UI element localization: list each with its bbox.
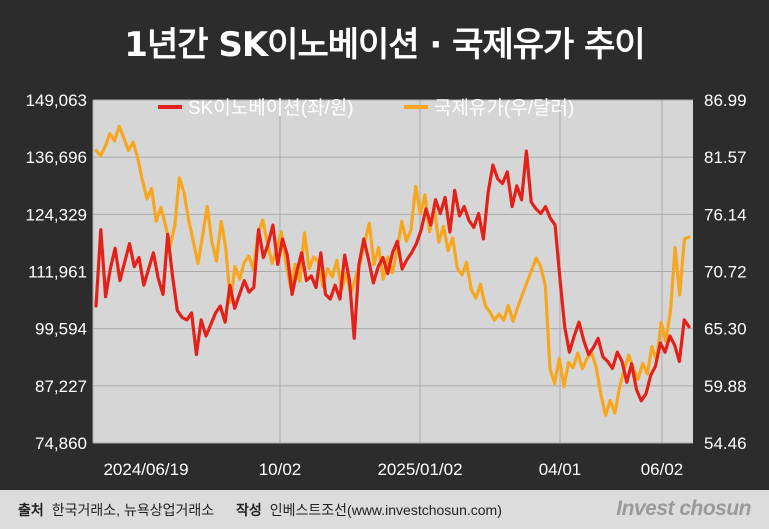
- left-tick-label: 136,696: [26, 148, 87, 167]
- left-tick-label: 87,227: [35, 377, 87, 396]
- brand-logo: Invest chosun: [616, 497, 751, 520]
- x-tick-label: 2025/01/02: [377, 460, 462, 479]
- x-tick-label: 10/02: [259, 460, 302, 479]
- left-axis-ticks: 149,063 136,696 124,329 111,961 99,594 87,227…: [26, 91, 87, 453]
- x-tick-label: 06/02: [641, 460, 684, 479]
- right-tick-label: 76.14: [704, 205, 747, 224]
- right-tick-label: 65.30: [704, 320, 747, 339]
- left-tick-label: 124,329: [26, 205, 87, 224]
- legend-label-sk: SK이노베이션(좌/원): [188, 97, 354, 119]
- left-tick-label: 99,594: [35, 320, 87, 339]
- source-note: 출처 한국거래소, 뉴욕상업거래소 작성 인베스트조선(www.investchos…: [18, 500, 502, 520]
- author-text: 인베스트조선(www.investchosun.com): [269, 502, 502, 518]
- series-lines: [94, 124, 691, 417]
- legend-label-oil: 국제유가(우/달러): [434, 97, 574, 119]
- x-tick-label: 04/01: [539, 460, 582, 479]
- left-tick-label: 74,860: [35, 434, 87, 453]
- right-tick-label: 86.99: [704, 91, 747, 110]
- right-tick-label: 81.57: [704, 148, 747, 167]
- right-axis-ticks: 86.99 81.57 76.14 70.72 65.30 59.88 54.46: [704, 91, 747, 453]
- chart-title: 1년간 SK이노베이션 · 국제유가 추이: [124, 24, 645, 65]
- source-label: 출처: [18, 502, 44, 518]
- x-axis-ticks: 2024/06/19 10/02 2025/01/02 04/01 06/02: [103, 460, 683, 479]
- footer: 출처 한국거래소, 뉴욕상업거래소 작성 인베스트조선(www.investchos…: [0, 490, 769, 529]
- source-text: 한국거래소, 뉴욕상업거래소: [51, 502, 215, 518]
- left-tick-label: 111,961: [28, 263, 87, 282]
- x-tick-label: 2024/06/19: [103, 460, 188, 479]
- right-tick-label: 70.72: [704, 263, 747, 282]
- left-tick-label: 149,063: [26, 91, 87, 110]
- legend: SK이노베이션(좌/원) 국제유가(우/달러): [158, 97, 574, 119]
- right-tick-label: 59.88: [704, 377, 747, 396]
- author-label: 작성: [236, 502, 262, 518]
- right-tick-label: 54.46: [704, 434, 747, 453]
- sk-innovation-line: [94, 149, 691, 403]
- line-chart: 149,063 136,696 124,329 111,961 99,594 87,227…: [26, 91, 747, 479]
- author-note: 작성 인베스트조선(www.investchosun.com): [236, 502, 502, 518]
